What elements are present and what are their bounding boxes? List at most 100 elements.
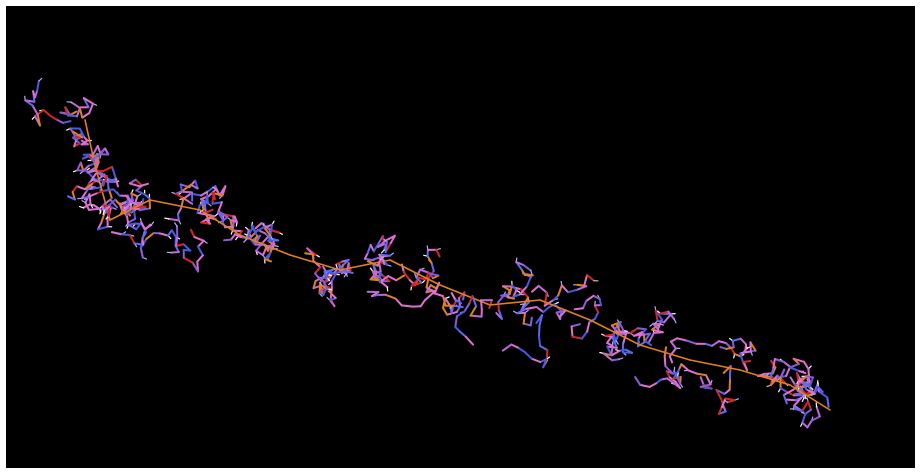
bond bbox=[376, 258, 382, 267]
bond bbox=[789, 366, 801, 373]
bond bbox=[525, 306, 538, 310]
bond bbox=[537, 284, 548, 294]
bond bbox=[518, 285, 528, 296]
bond bbox=[520, 301, 530, 311]
bond bbox=[75, 185, 86, 191]
bond bbox=[323, 268, 334, 273]
bond bbox=[128, 234, 136, 245]
bond bbox=[618, 348, 627, 352]
bond bbox=[112, 188, 121, 197]
bond bbox=[538, 324, 541, 338]
bond bbox=[95, 189, 105, 195]
bond bbox=[660, 377, 669, 381]
bond bbox=[262, 226, 272, 237]
bond bbox=[335, 270, 346, 274]
bond bbox=[687, 369, 698, 375]
bond bbox=[182, 243, 192, 252]
bond bbox=[143, 224, 153, 230]
bond bbox=[592, 294, 601, 300]
bond bbox=[665, 370, 671, 379]
bond bbox=[782, 388, 794, 396]
bond bbox=[88, 102, 94, 115]
bond bbox=[230, 233, 237, 241]
bond bbox=[174, 222, 178, 227]
bond bbox=[805, 388, 816, 395]
bond bbox=[515, 261, 525, 267]
bond bbox=[731, 339, 735, 349]
bond bbox=[92, 145, 99, 156]
bond bbox=[807, 400, 812, 411]
bond bbox=[659, 310, 670, 315]
bond bbox=[793, 396, 803, 407]
bond bbox=[366, 256, 380, 263]
bond bbox=[435, 248, 441, 258]
bond bbox=[101, 165, 114, 173]
bond bbox=[223, 238, 232, 242]
bond bbox=[366, 260, 379, 267]
bond bbox=[619, 331, 632, 334]
bond bbox=[666, 377, 677, 386]
bond bbox=[372, 242, 380, 253]
bond bbox=[34, 89, 39, 99]
bond bbox=[76, 161, 82, 172]
bond bbox=[175, 243, 185, 248]
bond bbox=[604, 333, 615, 337]
bond bbox=[221, 216, 229, 223]
bond bbox=[567, 288, 579, 294]
bond bbox=[128, 182, 141, 188]
bond bbox=[330, 271, 338, 283]
bond bbox=[182, 197, 194, 205]
bond bbox=[217, 201, 223, 214]
bond bbox=[264, 232, 272, 240]
bond bbox=[73, 138, 78, 148]
bond bbox=[67, 195, 76, 201]
bond bbox=[91, 153, 101, 162]
bond bbox=[614, 321, 622, 329]
bond bbox=[525, 275, 532, 288]
bond bbox=[82, 203, 92, 209]
bond bbox=[699, 376, 705, 386]
bond bbox=[636, 327, 647, 331]
bond bbox=[704, 342, 713, 347]
bond bbox=[801, 397, 805, 402]
bond bbox=[516, 346, 526, 354]
bond bbox=[323, 270, 328, 279]
bond bbox=[800, 379, 811, 388]
bond bbox=[181, 183, 192, 193]
bond bbox=[531, 284, 540, 293]
bond bbox=[109, 198, 118, 209]
molecule-structure bbox=[24, 77, 831, 429]
bond bbox=[739, 337, 748, 346]
bond bbox=[552, 294, 560, 301]
bond bbox=[181, 190, 193, 194]
bond bbox=[138, 207, 151, 212]
bond bbox=[826, 396, 830, 408]
bond bbox=[801, 400, 810, 412]
bond bbox=[378, 270, 382, 284]
bond bbox=[341, 259, 350, 267]
bond bbox=[119, 207, 125, 216]
bond bbox=[369, 243, 375, 253]
bond bbox=[451, 304, 464, 309]
bond bbox=[686, 339, 698, 345]
bond bbox=[322, 280, 329, 291]
bond bbox=[524, 351, 533, 360]
bond bbox=[71, 185, 78, 193]
bond bbox=[726, 399, 736, 404]
bond bbox=[815, 405, 821, 418]
bond bbox=[86, 192, 98, 199]
bond bbox=[616, 324, 622, 334]
bond bbox=[793, 407, 804, 412]
bond bbox=[792, 357, 800, 365]
bond bbox=[312, 280, 317, 290]
bond bbox=[96, 225, 109, 231]
bond bbox=[637, 337, 640, 348]
bond bbox=[543, 298, 555, 307]
bond bbox=[669, 340, 677, 350]
bond bbox=[739, 369, 791, 386]
bond bbox=[221, 185, 227, 197]
bond bbox=[801, 421, 809, 429]
bond bbox=[334, 260, 344, 266]
bond bbox=[111, 231, 124, 236]
bond bbox=[454, 326, 461, 333]
